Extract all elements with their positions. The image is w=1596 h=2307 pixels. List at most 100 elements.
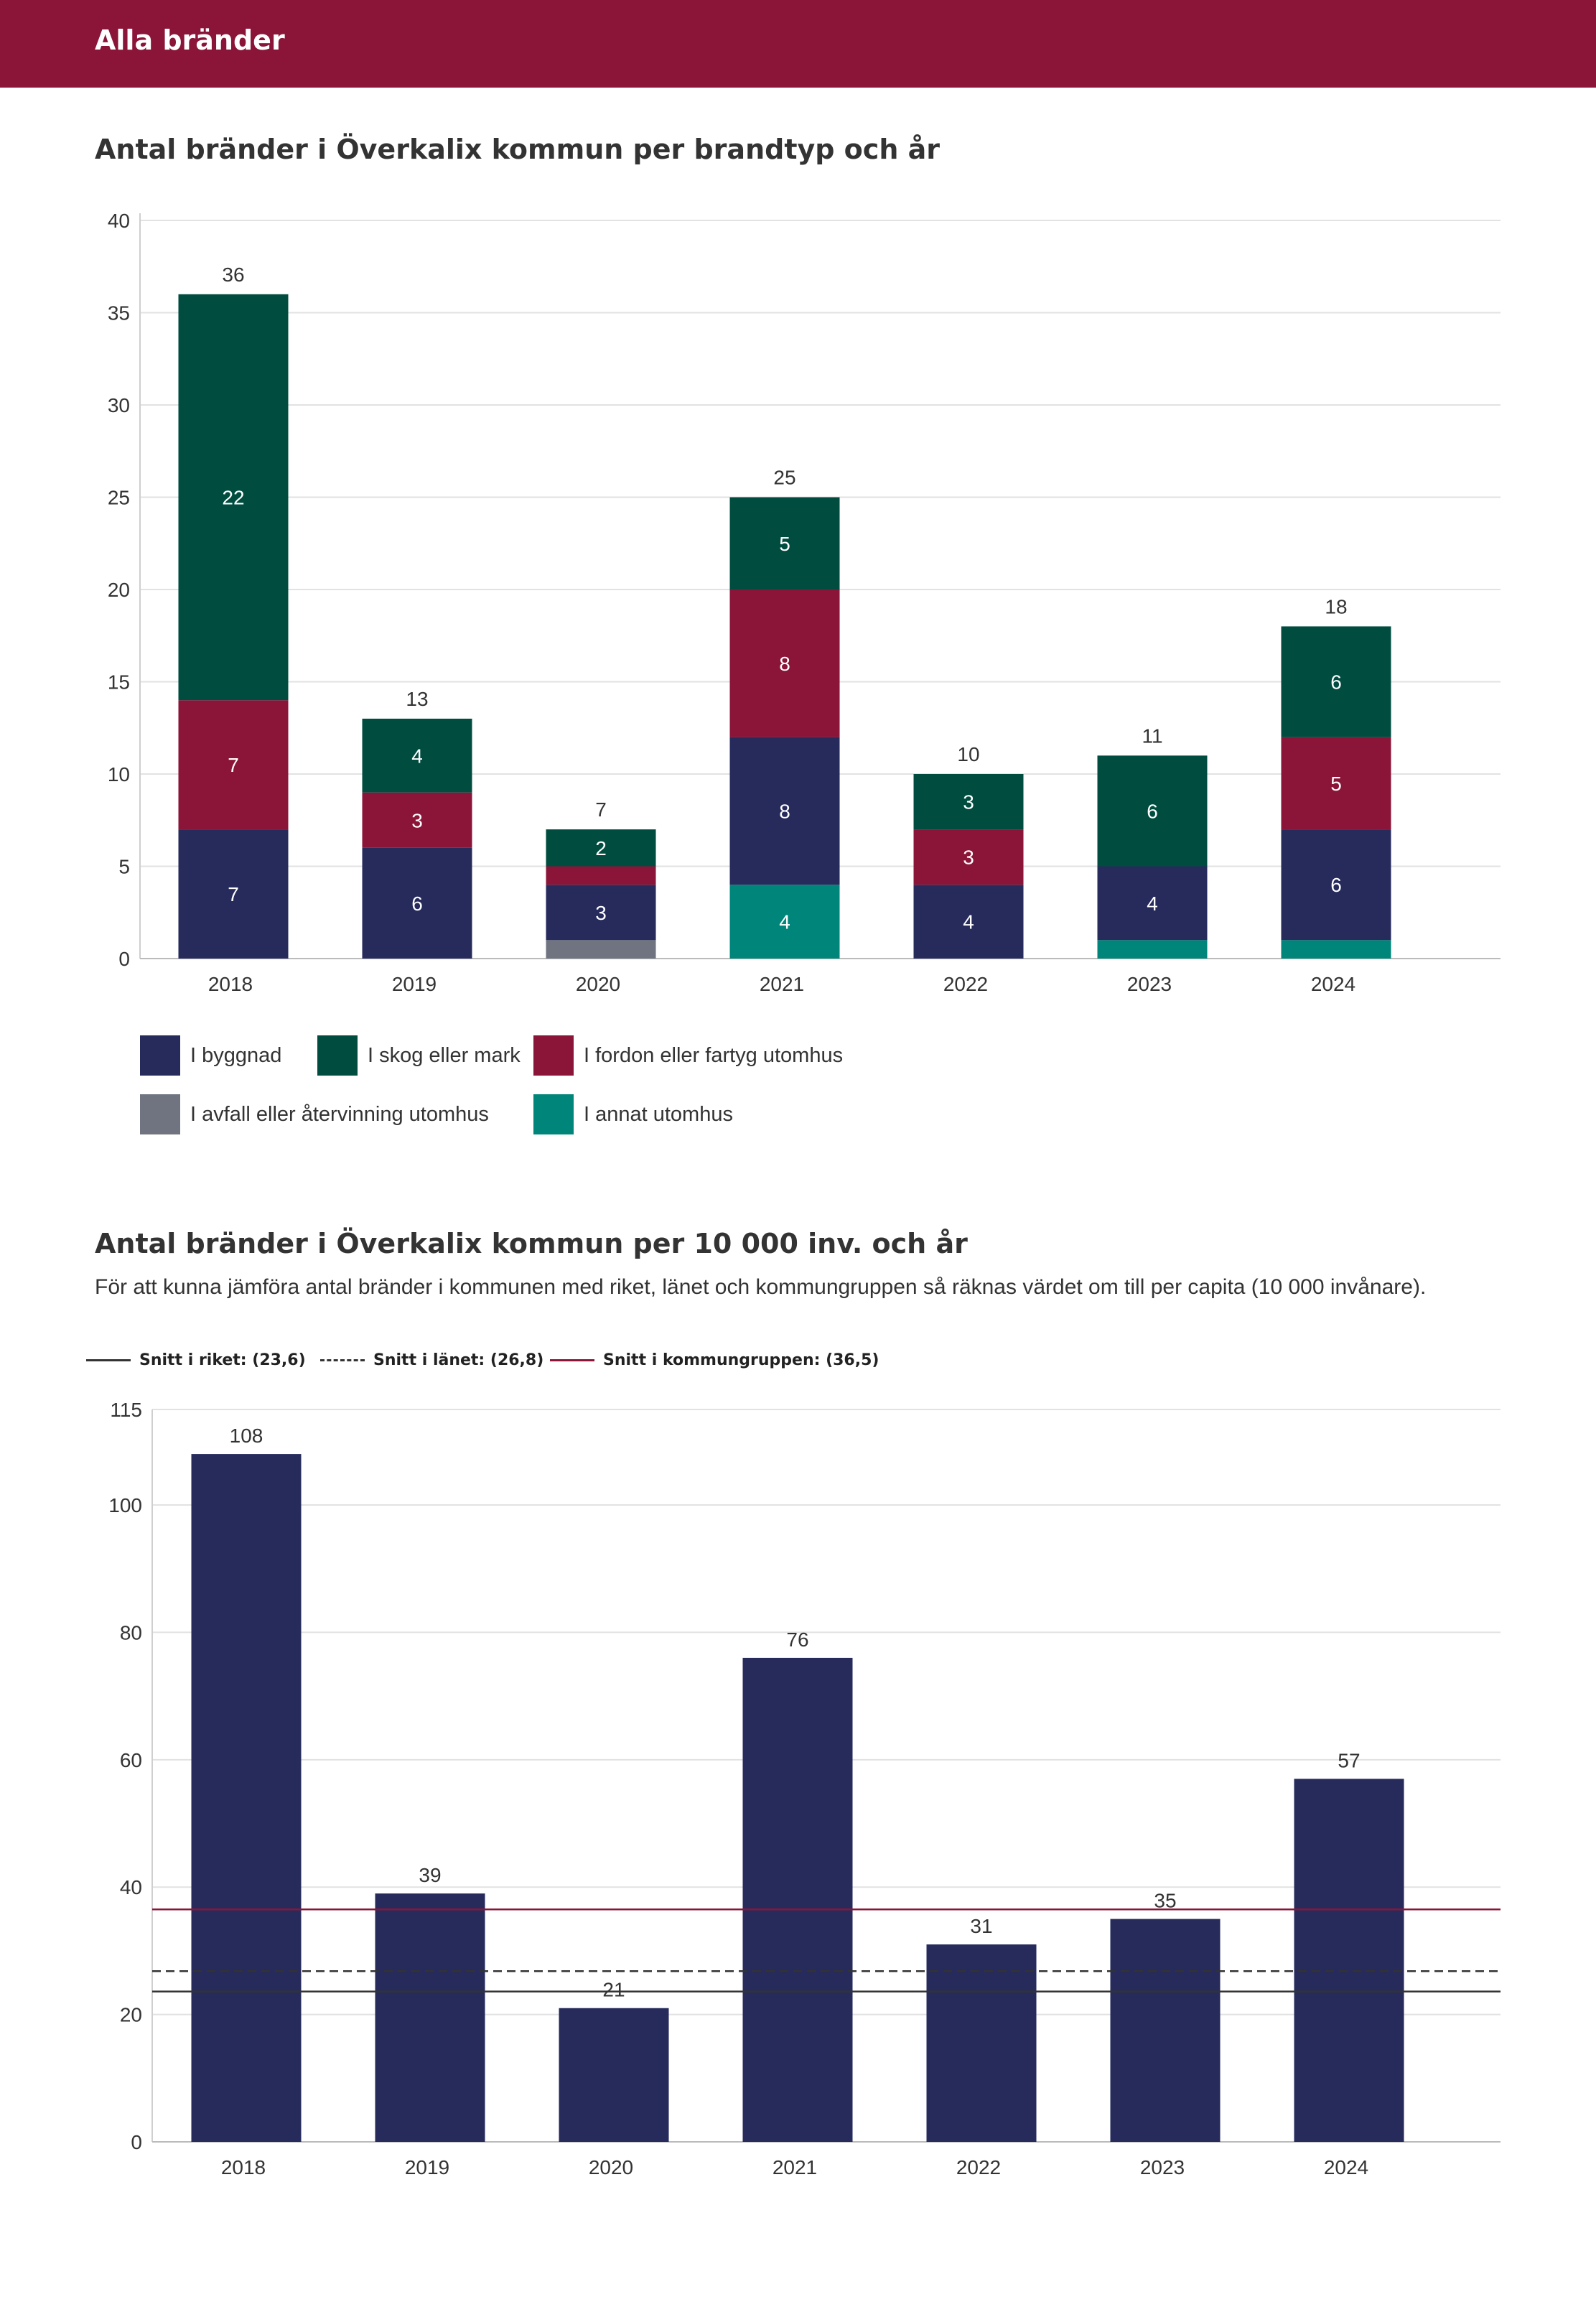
total-label: 11 [1142, 724, 1162, 747]
total-label: 25 [773, 467, 795, 489]
x-tick-label: 2018 [221, 2156, 266, 2178]
bar [375, 1893, 485, 2142]
bar-segment-annat [1097, 940, 1208, 959]
legend-label-byggnad: I byggnad [190, 1043, 282, 1067]
x-tick-label: 2021 [760, 973, 804, 995]
legend-item-byggnad: I byggnad [140, 1035, 281, 1076]
ref-label-kommungrupp: Snitt i kommungruppen: (36,5) [603, 1351, 879, 1369]
bar-segment-byggnad [913, 885, 1024, 959]
data-label-skog: 4 [411, 745, 423, 767]
ref-line-lanet-swatch [320, 1359, 365, 1361]
x-tick-label: 2020 [589, 2156, 633, 2178]
value-label: 31 [970, 1915, 992, 1937]
total-label: 7 [595, 798, 607, 821]
y-tick-label: 25 [108, 487, 130, 509]
value-label: 108 [230, 1425, 263, 1447]
ref-line-riket-swatch [86, 1359, 131, 1361]
ref-label-riket: Snitt i riket: (23,6) [139, 1351, 306, 1369]
x-tick-label: 2023 [1140, 2156, 1185, 2178]
bar-segment-skog [1097, 755, 1208, 867]
bar-segment-skog [178, 294, 289, 701]
bar-segment-fordon [913, 829, 1024, 885]
data-label-skog: 5 [779, 533, 790, 555]
bar-segment-byggnad [546, 885, 656, 941]
legend-item-annat: I annat utomhus [533, 1094, 733, 1134]
bar-segment-annat [1281, 940, 1391, 959]
data-label-skog: 6 [1330, 671, 1342, 694]
y-tick-label: 35 [108, 302, 130, 325]
ref-label-lanet: Snitt i länet: (26,8) [373, 1351, 544, 1369]
header-title: Alla bränder [95, 24, 285, 56]
y-tick-label: 80 [120, 1621, 142, 1644]
bar-segment-skog [729, 497, 840, 589]
bar-segment-fordon [362, 792, 472, 848]
x-tick-label: 2024 [1311, 973, 1355, 995]
value-label: 39 [419, 1864, 441, 1886]
bar [926, 1944, 1037, 2142]
x-tick-label: 2022 [943, 973, 988, 995]
bar [1294, 1779, 1404, 2142]
bar [191, 1454, 302, 2142]
legend-label-avfall: I avfall eller återvinning utomhus [190, 1102, 489, 1126]
data-label-byggnad: 8 [779, 800, 790, 822]
bar [559, 2008, 669, 2142]
data-label-fordon: 5 [1330, 773, 1342, 795]
y-tick-label: 10 [108, 763, 130, 786]
bar [742, 1657, 853, 2142]
y-tick-label: 5 [118, 856, 130, 878]
bar-segment-avfall [546, 940, 656, 959]
ref-legend-kommungrupp: Snitt i kommungruppen: (36,5) [550, 1351, 879, 1369]
ref-legend-riket: Snitt i riket: (23,6) [86, 1351, 306, 1369]
y-tick-label: 20 [120, 2004, 142, 2026]
y-tick-label: 115 [110, 1399, 142, 1421]
ref-legend-lanet: Snitt i länet: (26,8) [320, 1351, 543, 1369]
chart2-title: Antal bränder i Överkalix kommun per 10 … [95, 1228, 968, 1259]
bar-segment-byggnad [1097, 866, 1208, 941]
x-tick-label: 2024 [1324, 2156, 1368, 2178]
data-label-annat: 4 [779, 911, 790, 933]
total-label: 13 [406, 688, 428, 710]
data-label-byggnad: 6 [411, 892, 423, 915]
legend-label-skog: I skog eller mark [368, 1043, 521, 1067]
y-tick-label: 0 [118, 948, 130, 970]
x-tick-label: 2019 [405, 2156, 449, 2178]
y-tick-label: 60 [120, 1749, 142, 1771]
data-label-fordon: 7 [228, 754, 239, 776]
x-tick-label: 2023 [1127, 973, 1172, 995]
y-tick-label: 40 [108, 210, 130, 232]
legend-swatch-fordon [533, 1035, 574, 1076]
x-tick-label: 2018 [208, 973, 253, 995]
x-tick-label: 2019 [392, 973, 437, 995]
data-label-byggnad: 4 [1147, 892, 1158, 915]
bar-segment-byggnad [362, 847, 472, 959]
chart1-stacked-bar: 0510152025303540772236201863413201932720… [108, 210, 1501, 995]
y-tick-label: 20 [108, 579, 130, 601]
y-tick-label: 30 [108, 394, 130, 416]
bar-segment-skog [362, 718, 472, 793]
x-tick-label: 2020 [576, 973, 620, 995]
bar-segment-skog [546, 829, 656, 867]
x-tick-label: 2022 [956, 2156, 1001, 2178]
data-label-fordon: 8 [779, 653, 790, 675]
x-tick-label: 2021 [773, 2156, 817, 2178]
value-label: 35 [1154, 1890, 1176, 1912]
total-label: 36 [222, 264, 244, 286]
value-label: 57 [1338, 1749, 1360, 1771]
y-tick-label: 40 [120, 1876, 142, 1898]
legend-swatch-avfall [140, 1094, 180, 1134]
legend-swatch-skog [317, 1035, 358, 1076]
chart1-legend: I byggnad I skog eller mark I fordon ell… [140, 1035, 1002, 1136]
legend-label-fordon: I fordon eller fartyg utomhus [584, 1043, 844, 1067]
data-label-skog: 2 [595, 837, 607, 859]
bar-segment-fordon [546, 866, 656, 885]
data-label-fordon: 3 [411, 809, 423, 831]
y-tick-label: 15 [108, 671, 130, 694]
value-label: 76 [786, 1628, 808, 1651]
bar-segment-skog [913, 774, 1024, 830]
chart1-title: Antal bränder i Överkalix kommun per bra… [95, 134, 940, 165]
data-label-skog: 22 [222, 487, 244, 509]
chart2-subtitle: För att kunna jämföra antal bränder i ko… [95, 1275, 1427, 1299]
bar-segment-fordon [729, 589, 840, 737]
value-label: 21 [602, 1979, 625, 2001]
